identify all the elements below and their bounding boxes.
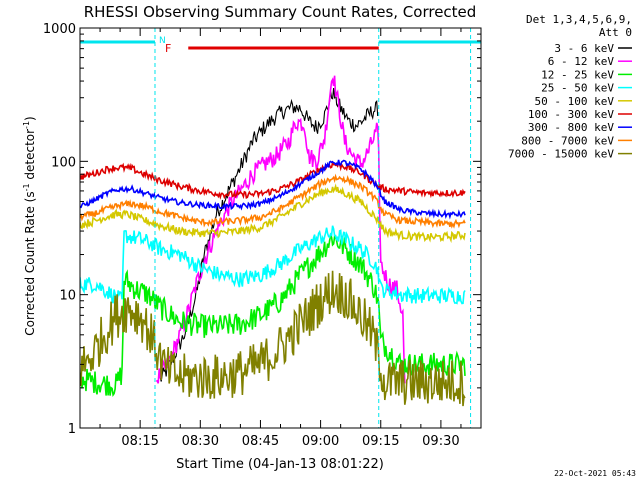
y-tick-label-4: 1000 [43,22,76,37]
y-tick-label-3: 100 [51,155,76,170]
legend-label-7: 300 - 800 keV [528,121,614,134]
x-tick-label-3: 08:45 [242,434,279,449]
series-group [80,75,466,407]
series-line-9 [80,270,466,407]
series-line-6 [80,160,466,200]
y-tick-label-2: 10 [59,289,76,304]
night-flag-label: N [159,36,166,46]
legend-label-9: 7000 - 15000 keV [508,148,614,161]
x-tick-label-4: 09:00 [302,434,339,449]
series-line-2 [155,75,406,384]
legend-header-line-1: Det 1,3,4,5,6,9, [526,13,632,26]
x-tick-label-1: 08:15 [121,434,158,449]
y-tick-label-1: 1 [68,422,76,437]
chart-title: RHESSI Observing Summary Count Rates, Co… [84,3,477,21]
y-axis-label: Corrected Count Rate (s-1 detector-1) [22,116,37,335]
x-tick-label-2: 08:30 [182,434,219,449]
legend-label-3: 12 - 25 keV [541,68,614,81]
series-line-3 [80,232,466,397]
legend-label-2: 6 - 12 keV [548,55,615,68]
series-line-1 [159,87,379,382]
series-line-4 [80,225,466,305]
legend-label-4: 25 - 50 keV [541,82,614,95]
series-line-7 [80,159,466,220]
plot-area: NF 1 10 100 1000 08:15 08:30 08:45 09:00 09:15 09:… [43,22,482,449]
legend-label-5: 50 - 100 keV [535,95,615,108]
series-line-5 [80,183,466,244]
x-tick-label-5: 09:15 [362,434,399,449]
legend-label-6: 100 - 300 keV [528,108,614,121]
legend-label-1: 3 - 6 keV [554,42,614,55]
legend-label-8: 800 - 7000 keV [521,134,614,147]
x-tick-label-6: 09:30 [422,434,459,449]
flare-flag-label: F [165,42,171,55]
legend-header-line-2: Att 0 [599,26,632,39]
series-line-8 [80,173,466,229]
x-axis-label: Start Time (04-Jan-13 08:01:22) [176,457,384,472]
footer-date: 22-Oct-2021 05:43 [554,469,636,478]
